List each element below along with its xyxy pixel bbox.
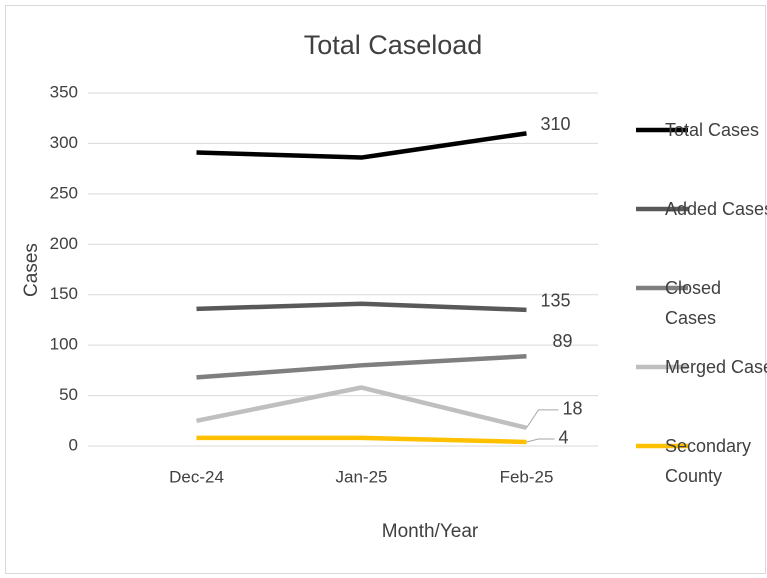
y-tick-label: 50 xyxy=(59,385,78,404)
legend-label: Merged Case xyxy=(665,357,767,377)
y-tick-label: 100 xyxy=(50,335,78,354)
data-label: 310 xyxy=(541,114,571,134)
y-tick-label: 150 xyxy=(50,284,78,303)
series-line xyxy=(196,353,527,380)
series-line xyxy=(196,385,528,431)
y-tick-label: 200 xyxy=(50,234,78,253)
legend-label: Secondary County xyxy=(665,436,752,486)
y-tick-label: 350 xyxy=(50,82,78,101)
data-label: 89 xyxy=(553,331,573,351)
data-label: 18 xyxy=(563,399,583,419)
label-leader xyxy=(526,409,559,429)
y-axis-title: Cases xyxy=(21,243,42,297)
x-tick-label: Jan-25 xyxy=(336,467,388,486)
x-axis-title: Month/Year xyxy=(382,521,479,542)
x-tick-label: Feb-25 xyxy=(500,467,554,486)
data-label: 4 xyxy=(559,428,569,448)
series-line xyxy=(196,131,527,160)
legend-label: Total Cases xyxy=(665,120,760,140)
legend-label: Closed Cases xyxy=(665,278,722,328)
x-tick-label: Dec-24 xyxy=(169,467,224,486)
label-leader xyxy=(526,438,555,443)
series-line xyxy=(196,301,527,313)
legend-label: Added Cases xyxy=(665,199,767,219)
y-tick-label: 0 xyxy=(69,435,78,454)
data-label: 135 xyxy=(541,291,571,311)
y-tick-label: 250 xyxy=(50,183,78,202)
y-tick-label: 300 xyxy=(50,133,78,152)
chart-title: Total Caseload xyxy=(304,30,483,60)
series-line xyxy=(196,435,527,445)
